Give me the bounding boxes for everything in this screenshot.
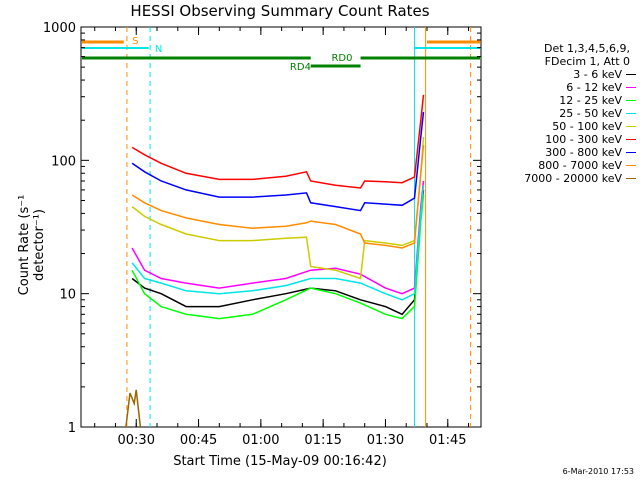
- legend-item-5: 100 - 300 keV: [490, 133, 638, 146]
- legend-swatch: [626, 165, 636, 166]
- legend-header-line-1: Det 1,3,4,5,6,9,: [543, 42, 630, 55]
- legend-item-7: 800 - 7000 keV: [490, 159, 638, 172]
- annotation-rd0: RD0: [331, 53, 352, 64]
- x-tick-label-3: 01:15: [304, 433, 341, 448]
- x-tick-label-4: 01:30: [367, 433, 404, 448]
- x-tick-label-5: 01:45: [429, 433, 466, 448]
- series-line-5: [131, 94, 425, 189]
- series-line-3: [131, 185, 425, 301]
- legend-swatch: [626, 113, 636, 114]
- legend-label: 300 - 800 keV: [545, 146, 622, 159]
- legend-item-8: 7000 - 20000 keV: [490, 172, 638, 185]
- plot-frame: [80, 26, 482, 428]
- generated-timestamp: 6-Mar-2010 17:53: [562, 467, 634, 476]
- y-axis-label: Count Rate (s⁻¹ detector⁻¹): [17, 194, 47, 296]
- axes-layer: 00:30 00:45 01:00 01:15 01:30 01:45 1 10 100 1000: [43, 21, 481, 448]
- legend-label: 25 - 50 keV: [559, 107, 622, 120]
- legend-label: 3 - 6 keV: [573, 68, 622, 81]
- annotation-s: S: [132, 36, 138, 47]
- legend-item-3: 25 - 50 keV: [490, 107, 638, 120]
- series-line-4: [131, 136, 425, 280]
- legend-item-2: 12 - 25 keV: [490, 94, 638, 107]
- annotation-rd4: RD4: [290, 62, 311, 73]
- legend-swatch: [626, 152, 636, 153]
- x-axis-label: Start Time (15-May-09 00:16:42): [173, 454, 387, 469]
- legend-item-1: 6 - 12 keV: [490, 81, 638, 94]
- y-tick-label-3: 1000: [43, 21, 76, 36]
- y-tick-label-2: 100: [51, 154, 76, 169]
- series-line-0: [131, 189, 425, 316]
- series-line-2: [131, 194, 425, 320]
- series-line-8: [125, 389, 142, 428]
- x-tick-label-0: 00:30: [118, 433, 155, 448]
- legend-item-6: 300 - 800 keV: [490, 146, 638, 159]
- legend-swatch: [626, 126, 636, 127]
- legend-swatch: [626, 139, 636, 140]
- legend-label: 800 - 7000 keV: [538, 159, 622, 172]
- series-line-6: [131, 112, 425, 212]
- legend-swatch: [626, 100, 636, 101]
- legend-swatch: [626, 74, 636, 75]
- series-line-1: [131, 180, 425, 295]
- annotation-n: N: [155, 44, 162, 55]
- y-tick-label-1: 10: [59, 288, 76, 303]
- legend-label: 7000 - 20000 keV: [524, 172, 622, 185]
- marks-layer: S N RD0 RD4: [82, 27, 480, 428]
- x-tick-label-2: 01:00: [242, 433, 279, 448]
- chart-title: HESSI Observing Summary Count Rates: [130, 2, 430, 20]
- legend-label: 50 - 100 keV: [552, 120, 622, 133]
- legend-item-4: 50 - 100 keV: [490, 120, 638, 133]
- x-tick-label-1: 00:45: [180, 433, 217, 448]
- legend-swatch: [626, 178, 636, 179]
- legend-label: 6 - 12 keV: [566, 81, 622, 94]
- legend-label: 12 - 25 keV: [559, 94, 622, 107]
- legend-label: 100 - 300 keV: [545, 133, 622, 146]
- y-tick-label-0: 1: [68, 421, 76, 436]
- series-line-7: [131, 145, 425, 249]
- legend-header-line-2: FDecim 1, Att 0: [544, 55, 630, 68]
- legend-item-0: 3 - 6 keV: [490, 68, 638, 81]
- legend-swatch: [626, 87, 636, 88]
